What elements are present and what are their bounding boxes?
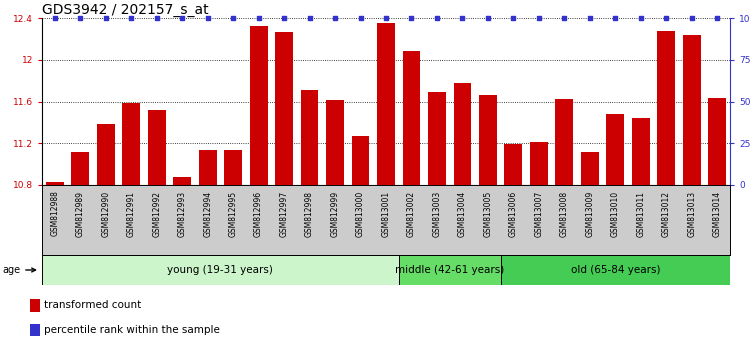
Point bbox=[202, 15, 214, 21]
Bar bbox=[505, 144, 522, 185]
Point bbox=[584, 15, 596, 21]
Point bbox=[227, 15, 239, 21]
Text: GSM812998: GSM812998 bbox=[305, 190, 314, 236]
Text: GSM813012: GSM813012 bbox=[662, 190, 670, 236]
Bar bbox=[682, 35, 700, 185]
Text: GSM813010: GSM813010 bbox=[610, 190, 620, 237]
Text: percentile rank within the sample: percentile rank within the sample bbox=[44, 325, 220, 335]
Bar bbox=[71, 152, 89, 185]
Bar bbox=[607, 114, 624, 185]
Bar bbox=[301, 90, 319, 185]
Point bbox=[100, 15, 112, 21]
Point bbox=[125, 15, 137, 21]
Text: GSM813003: GSM813003 bbox=[433, 190, 442, 237]
Text: GSM813005: GSM813005 bbox=[484, 190, 493, 237]
Bar bbox=[97, 125, 115, 185]
Point bbox=[49, 15, 61, 21]
Point bbox=[278, 15, 290, 21]
Point bbox=[176, 15, 188, 21]
Point bbox=[711, 15, 723, 21]
Bar bbox=[428, 92, 446, 185]
Bar bbox=[501, 255, 730, 285]
Text: GSM812989: GSM812989 bbox=[76, 190, 85, 236]
Text: GSM812996: GSM812996 bbox=[254, 190, 263, 237]
Text: GSM813001: GSM813001 bbox=[382, 190, 391, 237]
Point bbox=[304, 15, 316, 21]
Point bbox=[609, 15, 621, 21]
Text: GSM812994: GSM812994 bbox=[203, 190, 212, 237]
Text: GSM813000: GSM813000 bbox=[356, 190, 365, 237]
Text: GSM813013: GSM813013 bbox=[687, 190, 696, 237]
Bar bbox=[581, 152, 598, 185]
Bar bbox=[708, 98, 726, 185]
Text: GSM813008: GSM813008 bbox=[560, 190, 568, 237]
Text: GSM813014: GSM813014 bbox=[712, 190, 722, 237]
Bar bbox=[275, 32, 293, 185]
Point bbox=[253, 15, 265, 21]
Bar bbox=[30, 299, 40, 312]
Text: GSM812995: GSM812995 bbox=[229, 190, 238, 237]
Text: GSM813009: GSM813009 bbox=[585, 190, 594, 237]
Text: transformed count: transformed count bbox=[44, 300, 142, 310]
Point bbox=[355, 15, 367, 21]
Bar bbox=[658, 30, 675, 185]
Bar bbox=[399, 255, 501, 285]
Text: old (65-84 years): old (65-84 years) bbox=[571, 265, 660, 275]
Bar bbox=[199, 149, 217, 185]
Bar bbox=[377, 23, 395, 185]
Point bbox=[482, 15, 494, 21]
Text: middle (42-61 years): middle (42-61 years) bbox=[395, 265, 504, 275]
Point bbox=[508, 15, 520, 21]
Text: GSM813011: GSM813011 bbox=[636, 190, 645, 236]
Text: GDS3942 / 202157_s_at: GDS3942 / 202157_s_at bbox=[42, 3, 209, 17]
Text: GSM813004: GSM813004 bbox=[458, 190, 467, 237]
Text: age: age bbox=[2, 265, 35, 275]
Point bbox=[151, 15, 163, 21]
Text: GSM813007: GSM813007 bbox=[535, 190, 544, 237]
Bar bbox=[479, 95, 496, 185]
Text: GSM812990: GSM812990 bbox=[101, 190, 110, 237]
Bar bbox=[224, 149, 242, 185]
Bar bbox=[556, 99, 573, 185]
Point bbox=[329, 15, 341, 21]
Bar bbox=[530, 142, 548, 185]
Bar bbox=[46, 182, 64, 185]
Point bbox=[74, 15, 86, 21]
Bar bbox=[42, 255, 399, 285]
Bar bbox=[352, 136, 370, 185]
Text: GSM812999: GSM812999 bbox=[331, 190, 340, 237]
Point bbox=[660, 15, 672, 21]
Bar bbox=[148, 110, 166, 185]
Text: GSM812992: GSM812992 bbox=[152, 190, 161, 236]
Text: GSM812997: GSM812997 bbox=[280, 190, 289, 237]
Text: young (19-31 years): young (19-31 years) bbox=[167, 265, 273, 275]
Point bbox=[533, 15, 545, 21]
Point bbox=[457, 15, 469, 21]
Point bbox=[686, 15, 698, 21]
Bar bbox=[632, 118, 650, 185]
Point bbox=[558, 15, 570, 21]
Bar bbox=[173, 177, 191, 185]
Bar bbox=[403, 51, 421, 185]
Point bbox=[406, 15, 418, 21]
Text: GSM813006: GSM813006 bbox=[509, 190, 518, 237]
Text: GSM813002: GSM813002 bbox=[407, 190, 416, 237]
Bar bbox=[326, 101, 344, 185]
Bar bbox=[122, 103, 140, 185]
Bar bbox=[250, 26, 268, 185]
Text: GSM812991: GSM812991 bbox=[127, 190, 136, 236]
Point bbox=[431, 15, 443, 21]
Bar bbox=[30, 324, 40, 336]
Bar bbox=[454, 83, 471, 185]
Point bbox=[634, 15, 646, 21]
Text: GSM812988: GSM812988 bbox=[50, 190, 59, 236]
Point bbox=[380, 15, 392, 21]
Text: GSM812993: GSM812993 bbox=[178, 190, 187, 237]
